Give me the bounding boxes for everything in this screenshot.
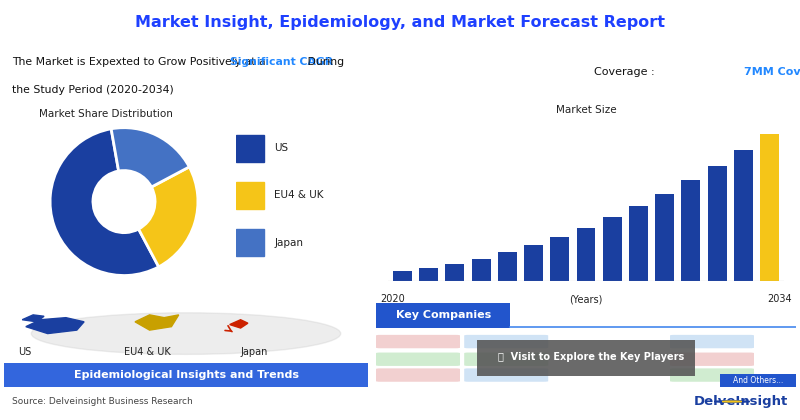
- Text: The Market is Expexted to Grow Positively at a: The Market is Expexted to Grow Positivel…: [12, 57, 269, 67]
- Text: Market Insight, Epidemiology, and Market Forecast Report: Market Insight, Epidemiology, and Market…: [135, 15, 665, 29]
- FancyBboxPatch shape: [720, 374, 796, 387]
- Bar: [498, 252, 517, 281]
- Text: Key Companies: Key Companies: [395, 310, 491, 320]
- Bar: [472, 259, 490, 281]
- Bar: [760, 134, 779, 281]
- Text: 7MM Coverage: 7MM Coverage: [744, 68, 800, 77]
- Bar: [708, 165, 726, 281]
- FancyBboxPatch shape: [477, 340, 695, 376]
- FancyBboxPatch shape: [464, 368, 548, 382]
- Bar: [682, 180, 700, 281]
- Text: Market Size: Market Size: [556, 105, 616, 116]
- Polygon shape: [22, 315, 44, 322]
- Text: 2034: 2034: [767, 294, 792, 304]
- Text: EU4 & UK: EU4 & UK: [124, 347, 171, 357]
- Text: EU4 & UK: EU4 & UK: [274, 190, 324, 200]
- FancyBboxPatch shape: [670, 352, 754, 366]
- Text: DelveInsight: DelveInsight: [694, 395, 788, 408]
- Bar: [577, 228, 595, 281]
- Text: the Study Period (2020-2034): the Study Period (2020-2034): [12, 85, 174, 95]
- Bar: [236, 135, 264, 162]
- Text: US: US: [274, 143, 289, 153]
- Bar: [655, 194, 674, 281]
- Text: US: US: [18, 347, 32, 357]
- Bar: [446, 264, 464, 281]
- Wedge shape: [50, 129, 158, 276]
- FancyBboxPatch shape: [0, 362, 386, 388]
- Bar: [236, 229, 264, 256]
- Bar: [236, 182, 264, 209]
- FancyBboxPatch shape: [670, 368, 754, 382]
- Text: And Others...: And Others...: [733, 376, 783, 385]
- Text: Coverage :: Coverage :: [594, 68, 658, 77]
- Bar: [734, 150, 753, 281]
- Polygon shape: [135, 315, 178, 330]
- Text: 2020: 2020: [380, 294, 405, 304]
- Bar: [393, 271, 412, 281]
- Bar: [419, 268, 438, 281]
- FancyBboxPatch shape: [464, 335, 548, 348]
- Text: Japan: Japan: [274, 237, 303, 247]
- Text: During: During: [304, 57, 345, 67]
- Circle shape: [722, 401, 742, 402]
- Text: Japan: Japan: [241, 347, 268, 357]
- Bar: [524, 245, 543, 281]
- FancyBboxPatch shape: [376, 368, 460, 382]
- Bar: [602, 217, 622, 281]
- Ellipse shape: [31, 313, 341, 354]
- Bar: [550, 237, 570, 281]
- Polygon shape: [26, 318, 84, 333]
- Wedge shape: [138, 167, 198, 267]
- Circle shape: [714, 401, 750, 402]
- Text: Market Share Distribution: Market Share Distribution: [39, 109, 173, 119]
- FancyBboxPatch shape: [464, 352, 548, 366]
- Text: (Years): (Years): [570, 294, 602, 304]
- FancyBboxPatch shape: [376, 352, 460, 366]
- Text: 🔒  Visit to Explore the Key Players: 🔒 Visit to Explore the Key Players: [498, 352, 684, 362]
- Text: Epidemiological Insights and Trends: Epidemiological Insights and Trends: [74, 370, 298, 380]
- Text: Source: Delveinsight Business Research: Source: Delveinsight Business Research: [12, 397, 193, 406]
- FancyBboxPatch shape: [376, 335, 460, 348]
- FancyBboxPatch shape: [670, 335, 754, 348]
- Bar: [629, 206, 648, 281]
- Text: Significant CAGR: Significant CAGR: [230, 57, 334, 67]
- Polygon shape: [230, 320, 248, 328]
- FancyBboxPatch shape: [376, 303, 510, 328]
- Wedge shape: [111, 128, 190, 187]
